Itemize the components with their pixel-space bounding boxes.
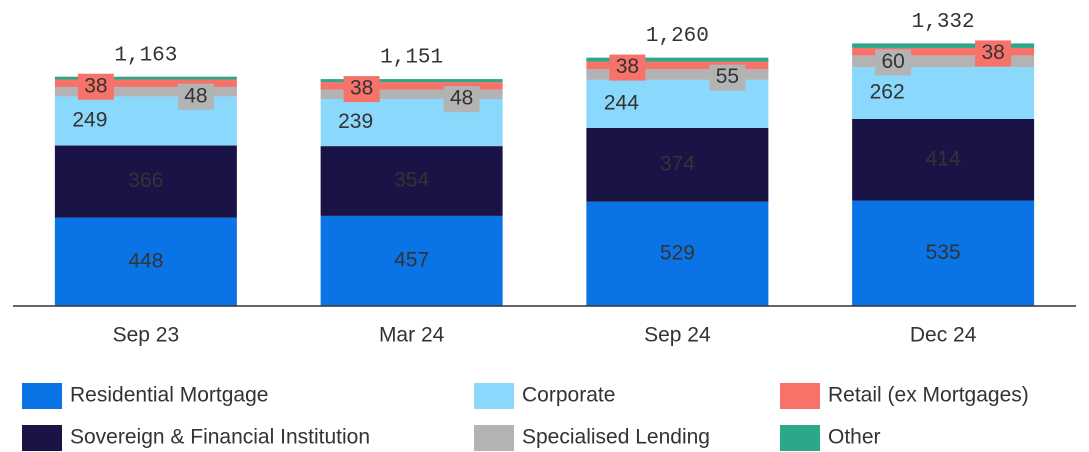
bar-segment (54, 79, 237, 87)
segment-label: 48 (450, 87, 473, 110)
segment-label: 244 (604, 91, 639, 114)
segment-label: 249 (72, 109, 107, 132)
legend-swatch (780, 425, 820, 451)
segment-label: 529 (660, 241, 695, 264)
segment-label: 38 (616, 55, 639, 78)
segment-label: 535 (926, 241, 961, 264)
segment-label: 38 (981, 41, 1004, 64)
x-tick-label: Sep 24 (644, 324, 711, 347)
legend-label: Retail (ex Mortgages) (828, 384, 1029, 407)
total-label: 1,151 (380, 47, 443, 70)
legend-label: Sovereign & Financial Institution (70, 426, 370, 449)
segment-label: 448 (128, 249, 163, 272)
segment-label: 38 (350, 77, 373, 100)
bar-segment (54, 76, 237, 80)
label-box (609, 54, 646, 81)
segment-label: 457 (394, 248, 429, 271)
legend-label: Specialised Lending (522, 426, 710, 449)
segment-label: 55 (716, 65, 739, 88)
segment-label: 374 (660, 152, 695, 175)
x-tick-label: Dec 24 (910, 324, 977, 347)
bar-segment (852, 43, 1035, 48)
bar-segment (586, 57, 769, 62)
label-box (77, 73, 114, 100)
label-box (709, 64, 746, 91)
label-box (443, 86, 480, 113)
bar-segment (852, 47, 1035, 56)
legend-swatch (474, 425, 514, 451)
bar-segment (320, 215, 503, 306)
bar-segment (852, 55, 1035, 68)
segment-label: 239 (338, 110, 373, 133)
segment-label: 262 (870, 81, 905, 104)
bar-segment (54, 86, 237, 97)
x-tick-label: Mar 24 (379, 324, 445, 347)
label-box (343, 76, 380, 103)
bar-segment (320, 146, 503, 216)
legend-swatch (474, 383, 514, 409)
bar-segment (320, 89, 503, 99)
legend-swatch (780, 383, 820, 409)
segment-label: 60 (881, 50, 904, 73)
segment-label: 38 (84, 74, 107, 97)
legend-label: Other (828, 426, 881, 449)
bar-segment (852, 118, 1035, 201)
legend-label: Residential Mortgage (70, 384, 268, 407)
bar-segment (54, 217, 237, 306)
bar-segment (586, 201, 769, 306)
bar-segment (852, 67, 1035, 119)
x-tick-label: Sep 23 (113, 324, 180, 347)
total-label: 1,332 (912, 11, 975, 34)
label-box (875, 49, 912, 76)
bar-segment (586, 127, 769, 202)
bar-segment (320, 79, 503, 83)
total-label: 1,163 (114, 44, 177, 67)
legend-label: Corporate (522, 384, 615, 407)
bar-segment (586, 69, 769, 80)
label-box (975, 40, 1012, 67)
segment-label: 366 (128, 169, 163, 192)
segment-label: 354 (394, 169, 429, 192)
bar-segment (586, 61, 769, 70)
bar-segment (852, 200, 1035, 306)
total-label: 1,260 (646, 25, 709, 48)
legend-swatch (22, 383, 62, 409)
segment-label: 414 (926, 147, 961, 170)
label-box (177, 83, 214, 110)
bar-segment (320, 82, 503, 90)
segment-label: 48 (184, 84, 207, 107)
legend-swatch (22, 425, 62, 451)
bar-segment (54, 145, 237, 218)
